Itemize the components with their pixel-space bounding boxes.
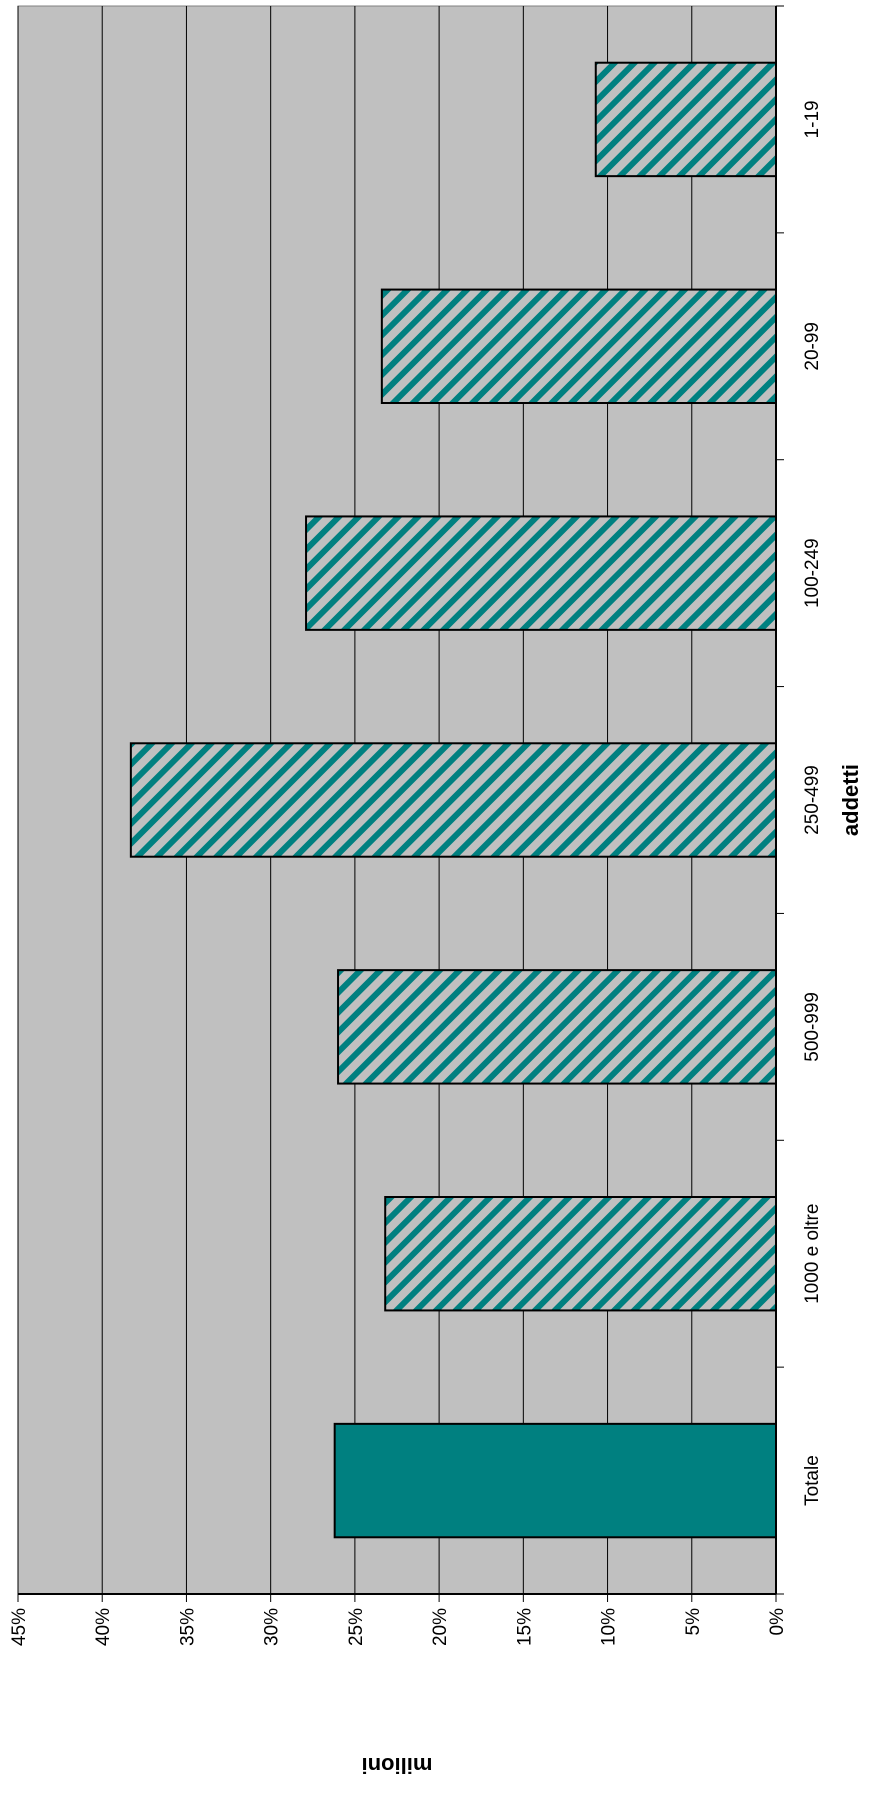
category-axis-title: addetti: [838, 764, 863, 836]
category-label: 500-999: [802, 992, 823, 1062]
value-tick-label: 25%: [346, 1608, 367, 1646]
value-axis-title: milioni: [362, 1753, 433, 1778]
axes: [18, 5, 784, 1595]
category-tick-labels: 1-19 20-99 100-249 250-499 500-999 1000 e olt…: [802, 100, 823, 1506]
bar-500-999: [337, 969, 777, 1085]
value-tick-label: 15%: [514, 1608, 535, 1646]
value-tick-label: 40%: [93, 1608, 114, 1646]
category-label: Totale: [802, 1455, 823, 1506]
value-tick-label: 0%: [767, 1608, 788, 1636]
value-tick-label: 45%: [9, 1608, 30, 1646]
category-label: 20-99: [802, 322, 823, 371]
bar-250-499: [129, 742, 777, 858]
bar-20-99: [380, 288, 777, 405]
bar-1000-e-oltre: [384, 1196, 777, 1312]
category-label: 100-249: [802, 538, 823, 608]
category-label: 1-19: [802, 100, 823, 138]
bar-1-19: [594, 61, 778, 178]
bar-totale: [333, 1422, 777, 1539]
bar-100-249: [305, 515, 777, 631]
value-tick-label: 30%: [262, 1608, 283, 1646]
value-tick-label: 20%: [430, 1608, 451, 1646]
value-tick-labels: 0% 5% 10% 15% 20% 25% 30% 35% 40% 45%: [9, 1594, 788, 1646]
category-label: 1000 e oltre: [802, 1204, 823, 1304]
value-tick-label: 35%: [177, 1608, 198, 1646]
value-tick-label: 10%: [599, 1608, 620, 1646]
value-tick-label: 5%: [683, 1608, 704, 1636]
category-label: 250-499: [802, 765, 823, 835]
bars: [129, 61, 778, 1539]
